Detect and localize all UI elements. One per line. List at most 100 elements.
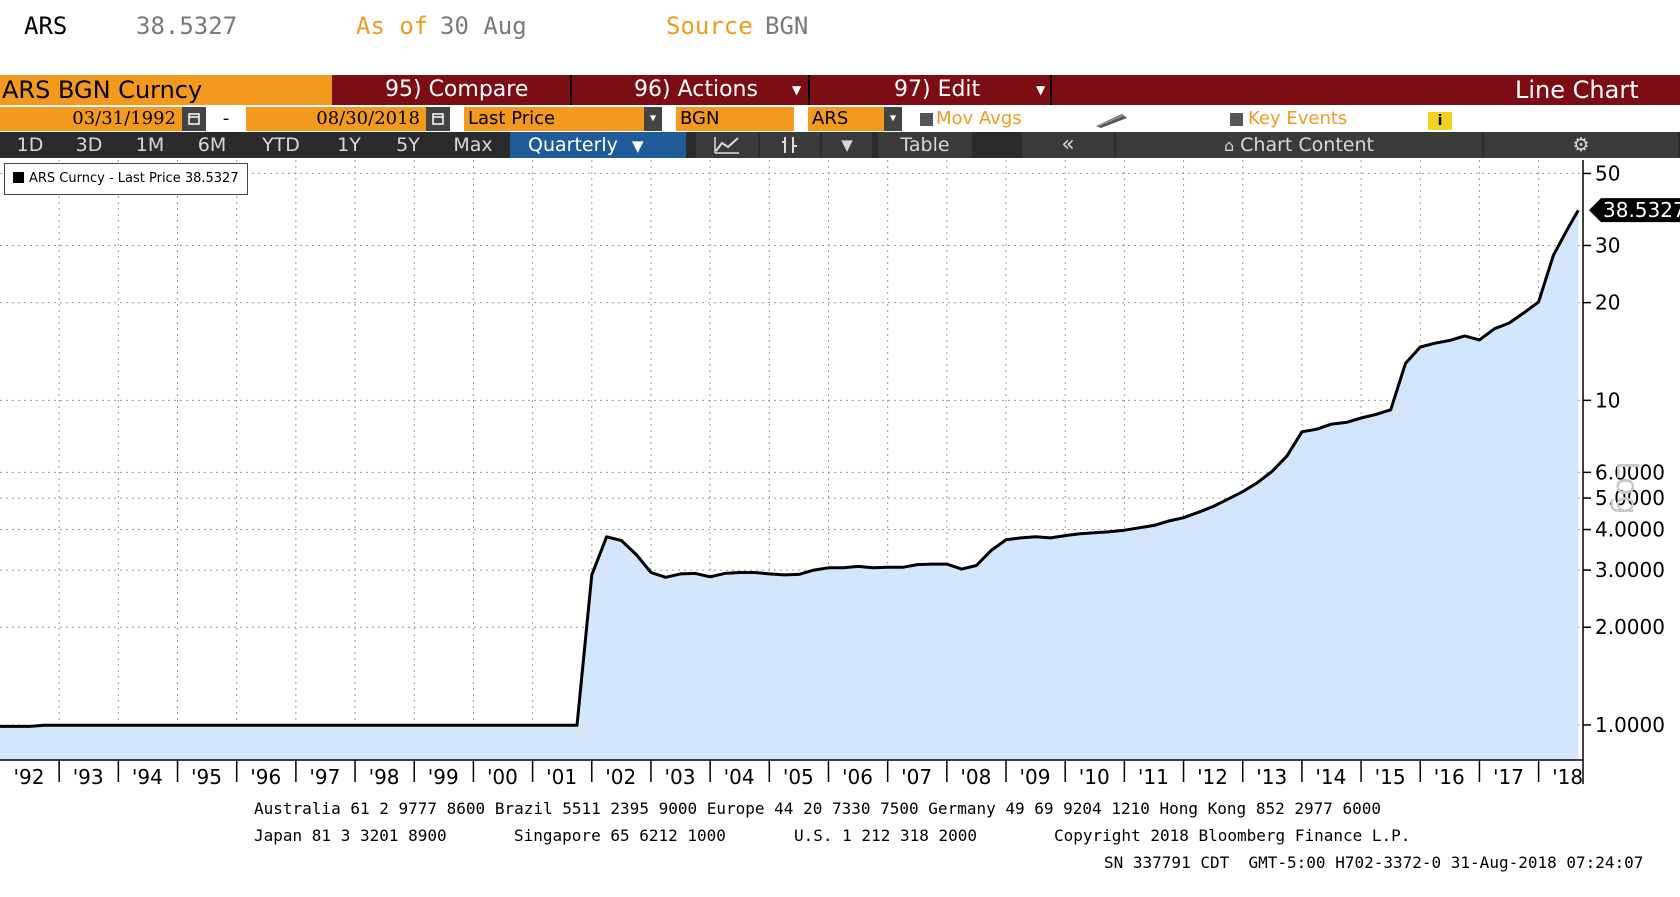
y-tick-label: 4.0000: [1595, 518, 1665, 542]
mov-avgs-label[interactable]: Mov Avgs: [936, 108, 1022, 129]
y-tick-label: 50: [1595, 161, 1620, 185]
range-tab[interactable]: 5Y: [396, 134, 420, 156]
actions-dropdown-icon[interactable]: ▼: [792, 83, 802, 97]
y-tick-label: 20: [1595, 291, 1620, 315]
y-tick-label: 1.0000: [1595, 713, 1665, 737]
legend[interactable]: ARS Curncy - Last Price 38.5327: [4, 163, 248, 195]
x-tick-label: '12: [1197, 765, 1228, 789]
x-tick-label: '17: [1493, 765, 1524, 789]
currency-field[interactable]: ARS: [808, 107, 884, 131]
chart-type-dropdown-icon[interactable]: ▼: [822, 132, 872, 158]
chart-content-button[interactable]: ⌂ Chart Content: [1116, 132, 1482, 158]
range-tab[interactable]: 1M: [135, 134, 165, 156]
x-tick-label: '93: [73, 765, 104, 789]
last-value-marker: [1589, 198, 1680, 223]
x-tick-label: '01: [546, 765, 577, 789]
source-value: BGN: [765, 12, 809, 40]
range-tab[interactable]: Max: [453, 134, 493, 156]
x-tick-label: '06: [842, 765, 873, 789]
last-value-label: 38.5327: [1603, 198, 1680, 222]
series-area: [0, 210, 1579, 760]
x-tick-label: '13: [1256, 765, 1287, 789]
legend-label: ARS Curncy - Last Price 38.5327: [29, 171, 239, 186]
parameter-bar: 03/31/1992 - 08/30/2018 Last Price ▼ BGN…: [0, 105, 1680, 131]
range-tab[interactable]: 1D: [16, 134, 44, 156]
date-separator: -: [208, 107, 244, 131]
footer-copyright: Copyright 2018 Bloomberg Finance L.P.: [1054, 826, 1411, 845]
x-tick-label: '94: [132, 765, 163, 789]
x-tick-label: '03: [664, 765, 695, 789]
x-tick-label: '99: [428, 765, 459, 789]
x-tick-label: '96: [250, 765, 281, 789]
x-tick-label: '02: [605, 765, 636, 789]
bar-type-icon[interactable]: [760, 132, 820, 158]
collapse-left-icon[interactable]: «: [1022, 132, 1114, 158]
y-tick-label: 30: [1595, 233, 1620, 257]
edit-dropdown-icon[interactable]: ▼: [1036, 83, 1046, 97]
end-date-field[interactable]: 08/30/2018: [246, 107, 426, 131]
frequency-select[interactable]: Quarterly ▼: [510, 132, 686, 158]
x-tick-label: '14: [1315, 765, 1346, 789]
x-tick-label: '11: [1138, 765, 1169, 789]
x-tick-label: '98: [369, 765, 400, 789]
last-price: 38.5327: [136, 12, 238, 40]
as-of-label: As of: [356, 12, 429, 40]
x-tick-label: '08: [960, 765, 991, 789]
x-tick-label: '07: [901, 765, 932, 789]
chart-type-label[interactable]: Line Chart: [1515, 76, 1639, 104]
frequency-label: Quarterly: [528, 134, 618, 156]
pencil-icon[interactable]: [1094, 111, 1130, 133]
footer-session: SN 337791 CDT GMT-5:00 H702-3372-0 31-Au…: [1104, 853, 1644, 872]
range-tab[interactable]: YTD: [262, 134, 300, 156]
y-tick-label: 6.0000: [1595, 460, 1665, 484]
x-tick-label: '18: [1552, 765, 1583, 789]
y-axis-label: Log: [1609, 461, 1644, 515]
range-tab[interactable]: 6M: [197, 134, 227, 156]
footer-contacts: Australia 61 2 9777 8600 Brazil 5511 239…: [254, 799, 1382, 818]
gear-icon[interactable]: ⚙: [1484, 132, 1678, 158]
start-date-field[interactable]: 03/31/1992: [0, 107, 182, 131]
source-label: Source: [666, 12, 753, 40]
x-tick-label: '16: [1434, 765, 1465, 789]
security-field[interactable]: ARS BGN Curncy: [0, 75, 332, 105]
footer-contact-singapore: Singapore 65 6212 1000: [514, 826, 726, 845]
calendar-icon[interactable]: [182, 107, 206, 131]
info-icon[interactable]: i: [1428, 112, 1452, 130]
compare-button[interactable]: 95) Compare: [385, 77, 529, 102]
footer-contact-us: U.S. 1 212 318 2000: [794, 826, 978, 845]
currency-dropdown-icon[interactable]: ▼: [884, 107, 902, 131]
x-tick-label: '05: [783, 765, 814, 789]
x-tick-label: '04: [724, 765, 755, 789]
range-bar: 1D 3D 1M 6M YTD 1Y 5Y Max Quarterly ▼ ▼ …: [0, 132, 1680, 158]
key-events-label[interactable]: Key Events: [1248, 108, 1348, 129]
actions-button[interactable]: 96) Actions: [634, 77, 758, 102]
x-tick-label: '09: [1020, 765, 1051, 789]
divider: [1050, 75, 1052, 105]
footer-contact-japan: Japan 81 3 3201 8900: [254, 826, 447, 845]
mov-avgs-checkbox[interactable]: [920, 113, 933, 126]
chart-content-icon: ⌂: [1224, 136, 1235, 155]
ticker: ARS: [24, 12, 68, 40]
line-chart-icon[interactable]: [696, 132, 758, 158]
x-tick-label: '00: [487, 765, 518, 789]
field-dropdown-icon[interactable]: ▼: [644, 107, 662, 131]
table-button[interactable]: Table: [878, 132, 972, 158]
y-tick-label: 5.0000: [1595, 486, 1665, 510]
series-line: [0, 209, 1580, 728]
field-select[interactable]: Last Price: [464, 107, 644, 131]
x-tick-label: '95: [191, 765, 222, 789]
function-bar: ARS BGN Curncy 95) Compare 96) Actions ▼…: [0, 75, 1680, 105]
edit-button[interactable]: 97) Edit: [894, 77, 981, 102]
chart-content-label: Chart Content: [1240, 134, 1374, 156]
divider: [808, 75, 810, 105]
as-of-date: 30 Aug: [440, 12, 527, 40]
key-events-checkbox[interactable]: [1230, 113, 1243, 126]
range-tab[interactable]: 3D: [75, 134, 103, 156]
calendar-icon[interactable]: [426, 107, 450, 131]
chevron-down-icon: ▼: [631, 137, 644, 155]
source-field[interactable]: BGN: [676, 107, 794, 131]
range-tab[interactable]: 1Y: [337, 134, 361, 156]
x-tick-label: '97: [309, 765, 340, 789]
